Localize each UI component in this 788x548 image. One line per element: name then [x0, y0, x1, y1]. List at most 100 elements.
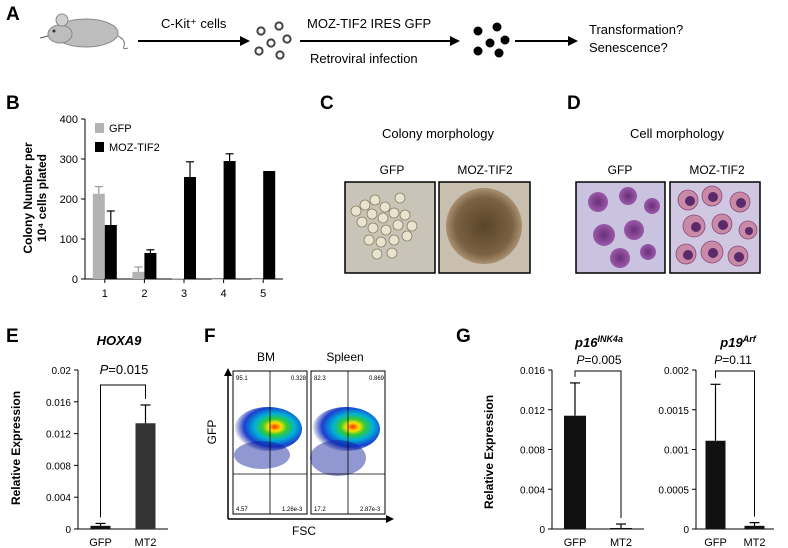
- e-ytick-label: 0.016: [46, 398, 71, 409]
- b-bar-moz-5: [263, 171, 276, 279]
- panel-label-b: B: [6, 93, 20, 114]
- cells-gfp-image: [575, 181, 666, 274]
- g1-ytick-label: 0.004: [520, 485, 545, 496]
- chart-g1-ylabel: Relative Expression: [482, 395, 496, 509]
- e-xtick-label: GFP: [89, 537, 112, 548]
- spleen-q4: 2.87e-3: [360, 507, 381, 513]
- panel-label-c: C: [320, 93, 334, 114]
- g2-ytick-label: 0.002: [664, 366, 689, 377]
- g1-ytick-label: 0.016: [520, 366, 545, 377]
- chart-e: 0 0.004 0.008 0.012 0.016 0.02 GFP MT2 HOXA9 Re…: [9, 333, 168, 548]
- b-ytick-label: 100: [60, 234, 78, 246]
- panel-label-d: D: [567, 93, 581, 114]
- g1-significance-bracket: [574, 370, 622, 519]
- b-ytick-label: 200: [60, 194, 78, 206]
- g1-bar-gfp: [564, 415, 586, 529]
- chart-b-ylabel-line2: 10⁴ cells plated: [35, 154, 49, 242]
- b-xtick-label: 5: [260, 288, 266, 300]
- panel-d-title: Cell morphology: [630, 126, 724, 141]
- b-xtick-label: 3: [181, 288, 187, 300]
- chart-g1: 0 0.004 0.008 0.012 0.016 GFP MT2 p16INK4a Rel…: [482, 334, 644, 548]
- g2-bar-gfp: [705, 440, 726, 529]
- b-ytick-label: 300: [60, 154, 78, 166]
- e-bar-mt2: [135, 423, 156, 529]
- b-bar-gfp-4: [211, 279, 224, 280]
- question-senescence: Senescence?: [589, 40, 668, 55]
- b-bar-gfp-2: [132, 271, 145, 279]
- spleen-q2: 0.869: [369, 376, 385, 382]
- arrow-3: [515, 36, 578, 46]
- g1-ytick-label: 0.012: [520, 406, 545, 417]
- e-xtick-label: MT2: [135, 537, 157, 548]
- g2-xtick-label: GFP: [704, 537, 727, 548]
- e-bar-gfp: [90, 525, 111, 529]
- chart-g1-pvalue: P=0.005: [576, 353, 621, 367]
- g2-bar-mt2: [744, 525, 765, 529]
- e-ytick-label: 0.012: [46, 430, 71, 441]
- b-bar-moz-1: [104, 225, 117, 279]
- e-ytick-label: 0.004: [46, 493, 71, 504]
- flow-plot-bm: 95.1 0.328 4.57 1.26e-3: [232, 370, 308, 515]
- question-transformation: Transformation?: [589, 22, 683, 37]
- panel-f-right-title: Spleen: [326, 350, 363, 364]
- b-bar-gfp-5: [251, 279, 264, 280]
- chart-b-legend: GFP MOZ-TIF2: [95, 123, 160, 154]
- panel-label-a: A: [6, 4, 20, 25]
- chart-b: 0 100 200 300 400 1 2 3 4 5 Colony Number per 10⁴…: [21, 114, 283, 300]
- b-bar-gfp-1: [92, 193, 105, 279]
- g2-ytick-label: 0.0015: [658, 406, 689, 417]
- panel-d-left-label: GFP: [608, 163, 633, 177]
- arrow-1: [138, 36, 250, 46]
- legend-gfp: GFP: [109, 123, 132, 135]
- flow-plot-spleen: 82.3 0.869 17.2 2.87e-3: [310, 370, 386, 515]
- chart-g2-title: p19Arf: [719, 334, 756, 350]
- panel-c-right-label: MOZ-TIF2: [457, 163, 513, 177]
- bm-q3: 4.57: [236, 507, 248, 513]
- e-ytick-label: 0.02: [52, 366, 72, 377]
- b-bar-moz-4: [223, 161, 236, 279]
- chart-e-title: HOXA9: [97, 333, 143, 348]
- legend-swatch-gfp: [95, 123, 104, 133]
- g2-xtick-label: MT2: [744, 537, 766, 548]
- chart-b-ylabel-line1: Colony Number per: [21, 142, 35, 254]
- legend-moz: MOZ-TIF2: [109, 142, 160, 154]
- step1-label: C-Kit⁺ cells: [161, 16, 227, 31]
- g2-ytick-label: 0.001: [664, 446, 689, 457]
- b-ytick-label: 0: [72, 274, 78, 286]
- chart-e-ylabel: Relative Expression: [9, 391, 23, 505]
- b-ytick-label: 400: [60, 114, 78, 126]
- arrow-2: [300, 36, 460, 46]
- g1-xtick-label: MT2: [610, 537, 632, 548]
- uninfected-cells: [254, 21, 292, 60]
- chart-g2: 0 0.0005 0.001 0.0015 0.002 GFP MT2 p19Arf P=0…: [658, 334, 774, 548]
- panel-f-ylabel: GFP: [205, 420, 219, 445]
- panel-d-right-label: MOZ-TIF2: [689, 163, 745, 177]
- panel-label-e: E: [6, 326, 19, 347]
- panel-c-title: Colony morphology: [382, 126, 495, 141]
- e-significance-bracket: [100, 384, 146, 518]
- panel-label-g: G: [456, 326, 471, 347]
- bm-q2: 0.328: [291, 376, 307, 382]
- fsc-axis-arrow: [228, 515, 394, 523]
- panel-c-left-label: GFP: [380, 163, 405, 177]
- spleen-q3: 17.2: [314, 507, 326, 513]
- gfp-axis-arrow: [224, 368, 232, 519]
- b-xtick-label: 1: [102, 288, 108, 300]
- g1-ytick-label: 0.008: [520, 446, 545, 457]
- bm-q1: 95.1: [236, 376, 248, 382]
- g1-ytick-label: 0: [539, 525, 545, 536]
- e-ytick-label: 0: [65, 525, 71, 536]
- step2-top-label: MOZ-TIF2 IRES GFP: [307, 16, 431, 31]
- g1-bar-mt2: [610, 528, 632, 529]
- colony-moz-image: [438, 181, 531, 274]
- chart-e-pvalue: P=0.015: [100, 362, 149, 377]
- panel-label-f: F: [204, 326, 216, 347]
- b-bar-moz-2: [144, 253, 157, 279]
- chart-g2-pvalue: P=0.11: [714, 353, 752, 367]
- legend-swatch-moz: [95, 142, 104, 152]
- e-ytick-label: 0.008: [46, 461, 71, 472]
- g2-ytick-label: 0.0005: [658, 485, 689, 496]
- infected-cells: [473, 22, 510, 58]
- bm-q4: 1.26e-3: [282, 507, 303, 513]
